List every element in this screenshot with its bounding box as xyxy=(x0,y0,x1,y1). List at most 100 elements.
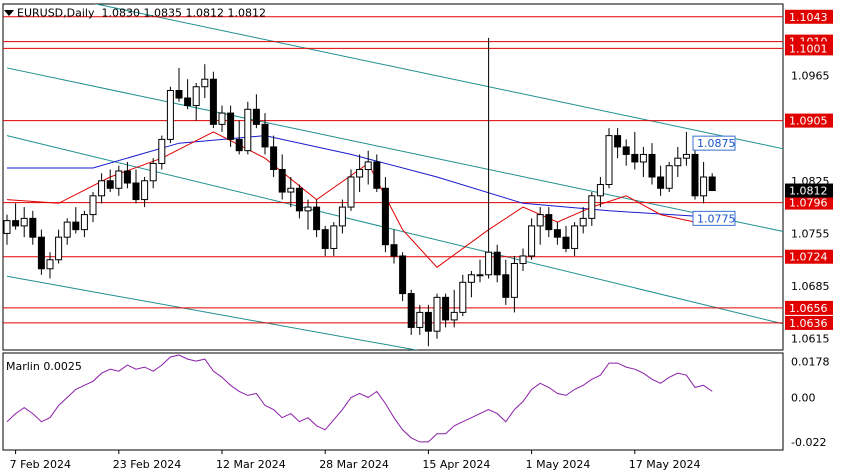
indicator-line xyxy=(6,354,713,443)
candle-body xyxy=(528,225,536,257)
main-series-group xyxy=(3,4,783,350)
level-label: 1.0724 xyxy=(789,251,828,264)
candle-body xyxy=(596,184,604,197)
candle-body xyxy=(502,274,510,298)
candle-body xyxy=(3,220,11,234)
candle-body xyxy=(184,97,192,107)
candle-body xyxy=(158,138,166,164)
candle-body xyxy=(115,170,123,189)
level-label: 1.0656 xyxy=(789,302,828,315)
candle-body xyxy=(356,168,364,178)
candle-body xyxy=(72,221,80,231)
level-label: 1.1001 xyxy=(789,42,828,55)
indicator-y-tick: 0.0178 xyxy=(791,355,830,368)
candle-body xyxy=(510,263,518,298)
candle-body xyxy=(639,153,647,163)
indicator-plot-frame xyxy=(2,352,784,451)
dropdown-triangle-icon[interactable] xyxy=(4,10,14,16)
candle-body xyxy=(149,162,157,182)
moving-average-blue xyxy=(7,135,696,217)
candle-body xyxy=(631,153,639,163)
candle-body xyxy=(209,78,217,125)
moving-average-red xyxy=(6,131,696,268)
level-label: 1.1043 xyxy=(789,11,828,24)
candle-body xyxy=(261,123,269,148)
y-tick-label: 1.0755 xyxy=(791,227,830,240)
candle-body xyxy=(450,311,458,321)
channel-line xyxy=(6,67,783,232)
candle-body xyxy=(123,170,131,184)
current-price-box xyxy=(785,183,833,198)
candle-body xyxy=(106,180,114,189)
chart-title: EURUSD,Daily 1.0830 1.0835 1.0812 1.0812 xyxy=(4,6,266,20)
candle-body xyxy=(252,108,260,125)
level-label: 1.0796 xyxy=(789,197,828,210)
candle-body xyxy=(588,195,596,219)
candle-body xyxy=(536,214,544,227)
level-label-box xyxy=(785,41,833,56)
candle-body xyxy=(29,217,37,238)
candle-body xyxy=(218,112,226,125)
candle-body xyxy=(46,259,54,270)
candle-body xyxy=(682,153,690,159)
candle-body xyxy=(347,176,355,208)
x-tick-label: 12 Mar 2024 xyxy=(216,458,286,471)
candle-body xyxy=(562,236,570,249)
candle-body xyxy=(166,90,174,140)
candle-body xyxy=(270,146,278,170)
level-label-box xyxy=(785,9,833,24)
candle-body xyxy=(545,214,553,231)
y-tick-label: 1.0965 xyxy=(791,69,830,82)
indicator-title: Marlin 0.0025 xyxy=(6,360,82,373)
candle-body xyxy=(141,180,149,201)
candle-body xyxy=(648,153,656,178)
candle-body xyxy=(674,157,682,167)
level-label-box xyxy=(785,300,833,315)
candle-body xyxy=(476,274,484,277)
candle-body xyxy=(330,225,338,249)
candle-body xyxy=(399,255,407,295)
candle-body xyxy=(313,206,321,231)
candle-body xyxy=(373,161,381,189)
candle-body xyxy=(390,244,398,257)
level-label: 1.0905 xyxy=(789,115,828,128)
candle-body xyxy=(304,206,312,212)
candle-body xyxy=(665,165,673,189)
candle-body xyxy=(364,161,372,170)
x-tick-label: 7 Feb 2024 xyxy=(10,458,71,471)
candle-body xyxy=(89,195,97,216)
candle-body xyxy=(12,220,20,227)
level-label-box xyxy=(785,195,833,210)
ohlc-label: 1.0830 1.0835 1.0812 1.0812 xyxy=(101,6,266,20)
candle-body xyxy=(98,180,106,197)
candle-body xyxy=(467,274,475,283)
channel-line xyxy=(6,135,783,325)
symbol-label: EURUSD xyxy=(17,6,64,20)
candle-body xyxy=(175,90,183,99)
candle-body xyxy=(295,187,303,212)
candle-body xyxy=(201,78,209,88)
x-tick-label: 28 Mar 2024 xyxy=(319,458,389,471)
y-tick-label: 1.0615 xyxy=(791,333,830,346)
candle-body xyxy=(407,293,415,328)
indicator-y-tick: -0.022 xyxy=(791,436,826,449)
candle-body xyxy=(605,135,613,186)
candle-body xyxy=(416,311,424,328)
channel-line xyxy=(93,4,783,150)
candle-body xyxy=(381,187,389,246)
candle-body xyxy=(519,255,527,264)
candle-body xyxy=(708,176,716,192)
candle-body xyxy=(459,281,467,313)
candle-body xyxy=(20,217,28,227)
candle-body xyxy=(485,251,493,276)
candle-body xyxy=(132,182,140,201)
timeframe-label: Daily xyxy=(66,6,95,20)
candle-body xyxy=(700,176,708,197)
candle-body xyxy=(37,236,45,270)
channel-line xyxy=(6,275,419,350)
candle-body xyxy=(424,311,432,332)
channel-value-label: 1.0775 xyxy=(697,212,736,225)
candle-body xyxy=(321,229,329,249)
x-tick-label: 15 Apr 2024 xyxy=(422,458,490,471)
current-price-label: 1.0812 xyxy=(789,185,828,198)
